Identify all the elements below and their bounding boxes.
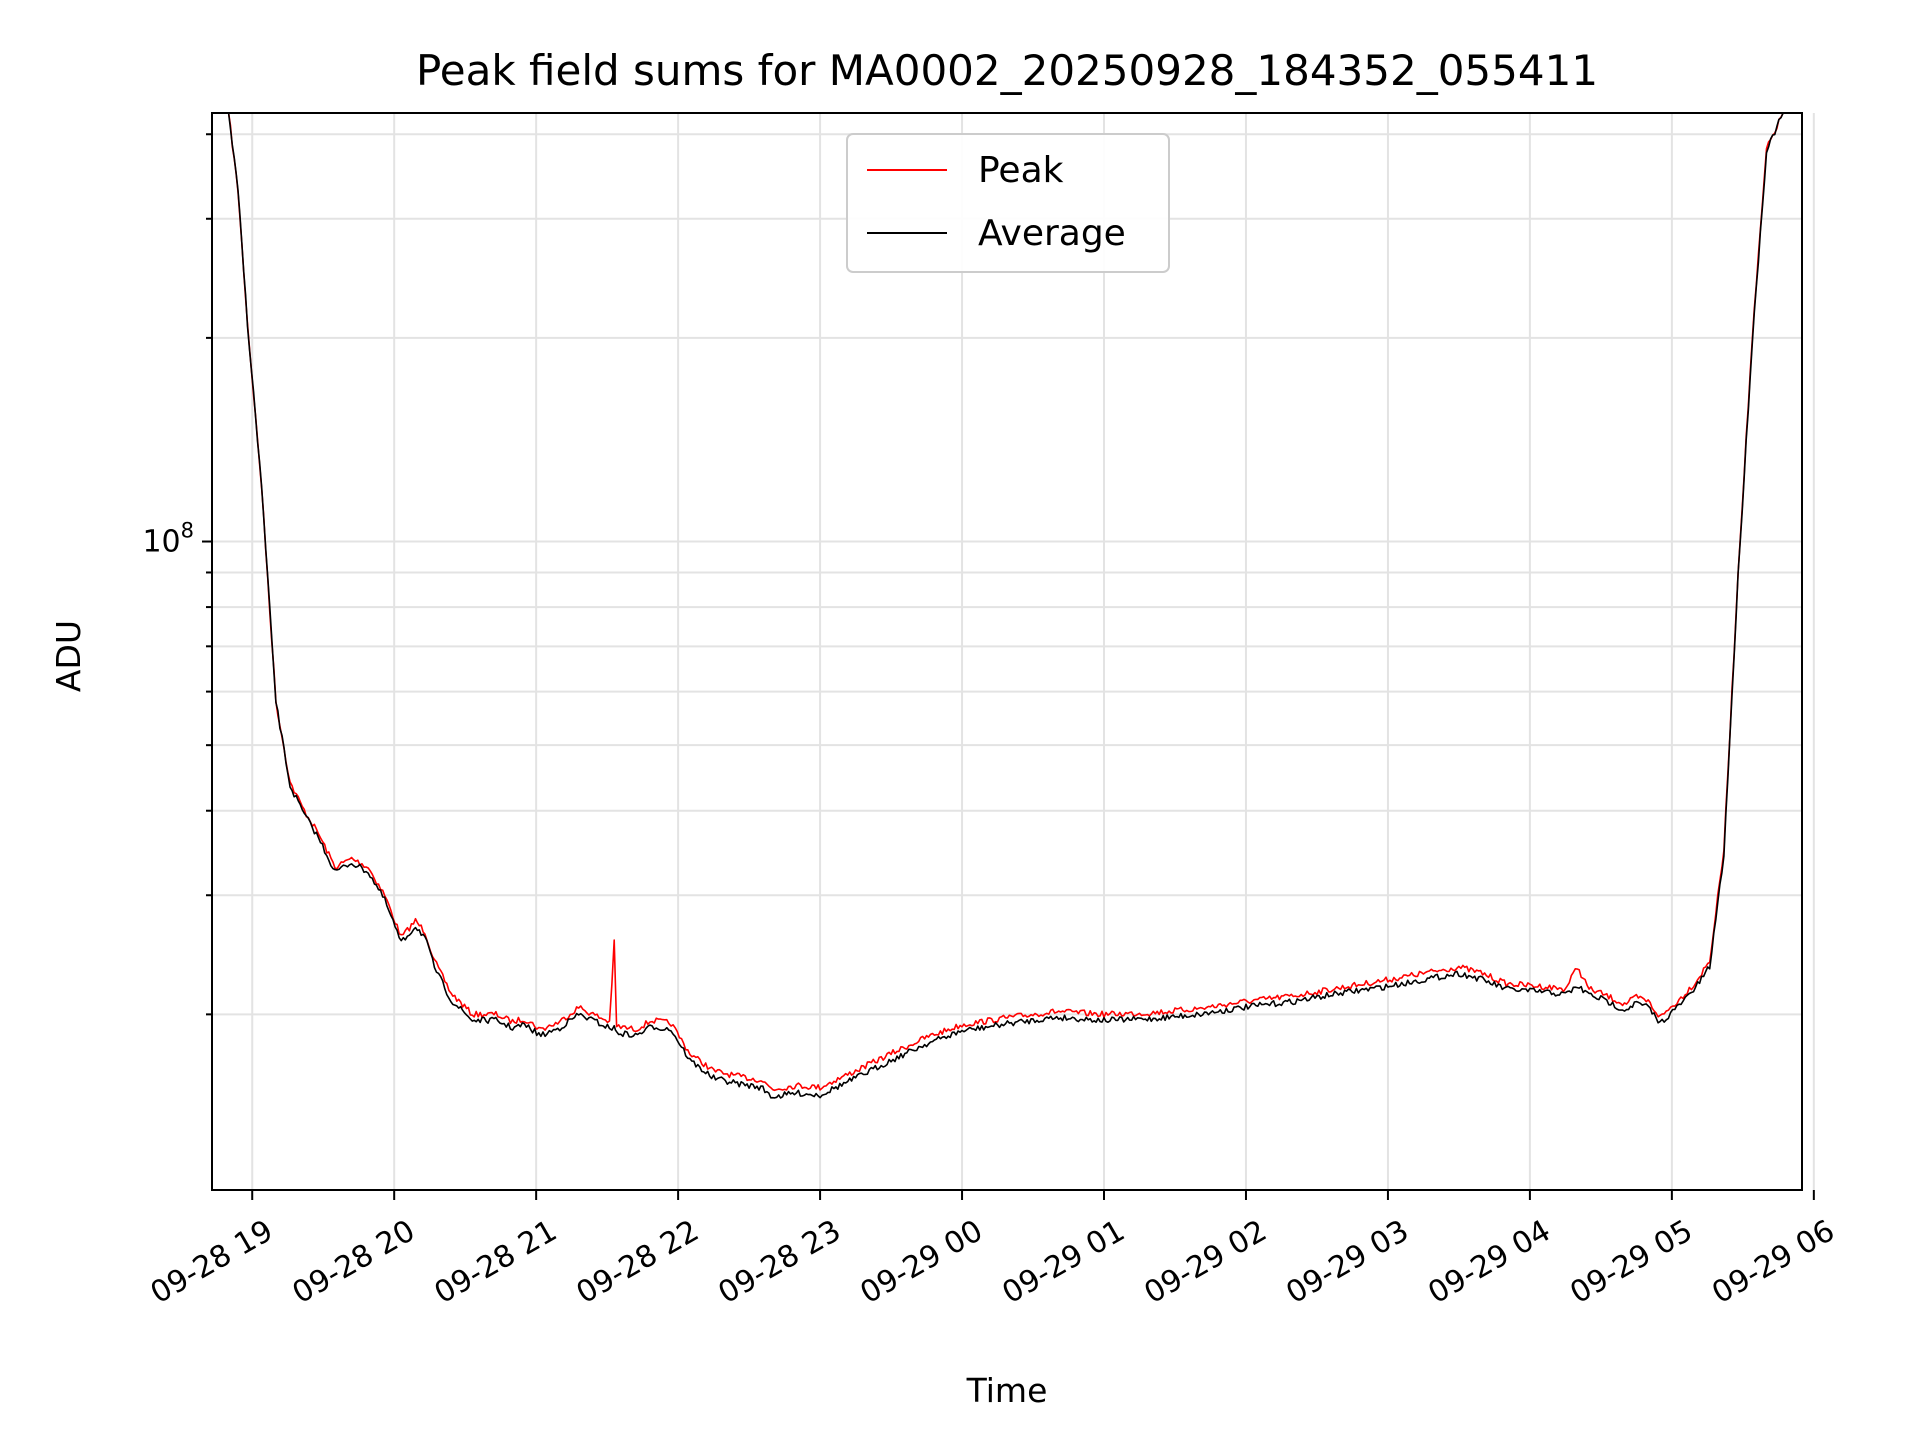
legend: Peak Average [846,133,1170,273]
y-axis-label: ADU [49,620,88,692]
legend-label-peak: Peak [978,150,1064,191]
plot-area [212,113,1802,1099]
y-axis: 108 [142,133,212,1016]
x-axis-label: Time [966,1371,1048,1410]
legend-label-average: Average [978,213,1126,254]
axes-frame [211,112,1803,1191]
series-line-peak [212,113,1802,1092]
chart-title: Peak field sums for MA0002_20250928_1843… [416,46,1598,95]
y-tick-label: 108 [142,519,194,560]
legend-box [846,133,1170,273]
series-line-average [212,113,1802,1099]
